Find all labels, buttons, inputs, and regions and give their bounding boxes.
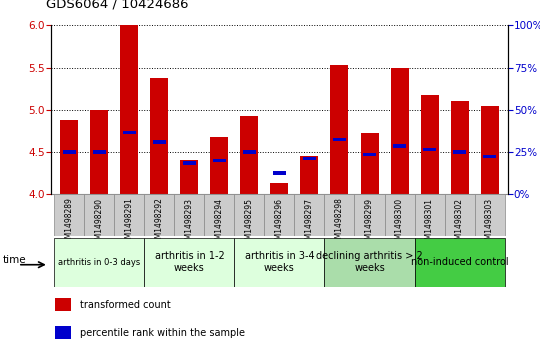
Bar [92, 150, 106, 154]
Bar [453, 150, 467, 154]
Text: GSM1498296: GSM1498296 [275, 197, 284, 249]
Bar [211, 137, 228, 194]
Bar [150, 78, 168, 194]
Bar [180, 160, 198, 194]
Bar [481, 106, 498, 194]
Bar [90, 110, 109, 194]
Text: GSM1498291: GSM1498291 [125, 197, 134, 248]
Bar [333, 138, 346, 141]
Text: GSM1498289: GSM1498289 [65, 197, 74, 248]
Text: GSM1498290: GSM1498290 [95, 197, 104, 249]
Bar [363, 153, 376, 156]
Text: time: time [3, 255, 26, 265]
Bar [213, 159, 226, 162]
FancyBboxPatch shape [475, 194, 504, 236]
Text: GSM1498299: GSM1498299 [365, 197, 374, 249]
FancyBboxPatch shape [144, 194, 174, 236]
Text: arthritis in 0-3 days: arthritis in 0-3 days [58, 258, 140, 267]
Text: GSM1498298: GSM1498298 [335, 197, 344, 248]
Text: GSM1498301: GSM1498301 [425, 197, 434, 249]
Bar [450, 101, 469, 194]
FancyBboxPatch shape [205, 194, 234, 236]
FancyBboxPatch shape [384, 194, 415, 236]
FancyBboxPatch shape [294, 194, 325, 236]
Text: GSM1498297: GSM1498297 [305, 197, 314, 249]
Text: GSM1498295: GSM1498295 [245, 197, 254, 249]
Bar [421, 95, 438, 194]
FancyBboxPatch shape [114, 194, 144, 236]
FancyBboxPatch shape [234, 194, 265, 236]
Text: GDS6064 / 10424686: GDS6064 / 10424686 [46, 0, 188, 11]
Text: GSM1498300: GSM1498300 [395, 197, 404, 249]
Text: declining arthritis > 2
weeks: declining arthritis > 2 weeks [316, 252, 423, 273]
Bar [63, 150, 76, 154]
Bar [153, 140, 166, 143]
Bar [60, 120, 78, 194]
Bar [120, 25, 138, 194]
FancyBboxPatch shape [174, 194, 205, 236]
FancyBboxPatch shape [444, 194, 475, 236]
Bar [300, 156, 319, 194]
FancyBboxPatch shape [415, 238, 504, 287]
FancyBboxPatch shape [325, 238, 415, 287]
Bar [303, 157, 316, 160]
Bar [330, 65, 348, 194]
Text: non-induced control: non-induced control [411, 257, 508, 267]
Text: GSM1498292: GSM1498292 [155, 197, 164, 248]
Text: arthritis in 1-2
weeks: arthritis in 1-2 weeks [154, 252, 224, 273]
Text: GSM1498294: GSM1498294 [215, 197, 224, 249]
FancyBboxPatch shape [55, 194, 84, 236]
Bar [361, 132, 379, 194]
Bar [273, 171, 286, 175]
Bar [242, 150, 256, 154]
Text: GSM1498302: GSM1498302 [455, 197, 464, 249]
Bar [483, 155, 496, 158]
Text: percentile rank within the sample: percentile rank within the sample [80, 328, 245, 338]
Bar [271, 183, 288, 194]
Text: transformed count: transformed count [80, 301, 171, 310]
Bar [55, 326, 71, 339]
FancyBboxPatch shape [265, 194, 294, 236]
Text: GSM1498303: GSM1498303 [485, 197, 494, 249]
Text: GSM1498293: GSM1498293 [185, 197, 194, 249]
FancyBboxPatch shape [354, 194, 384, 236]
Text: arthritis in 3-4
weeks: arthritis in 3-4 weeks [245, 252, 314, 273]
FancyBboxPatch shape [144, 238, 234, 287]
FancyBboxPatch shape [415, 194, 444, 236]
Bar [123, 131, 136, 134]
Bar [240, 116, 259, 194]
FancyBboxPatch shape [84, 194, 114, 236]
Bar [423, 148, 436, 151]
FancyBboxPatch shape [234, 238, 325, 287]
FancyBboxPatch shape [55, 238, 144, 287]
FancyBboxPatch shape [325, 194, 354, 236]
Bar [390, 68, 409, 194]
Bar [393, 144, 406, 148]
Bar [183, 161, 196, 165]
Bar [55, 298, 71, 311]
